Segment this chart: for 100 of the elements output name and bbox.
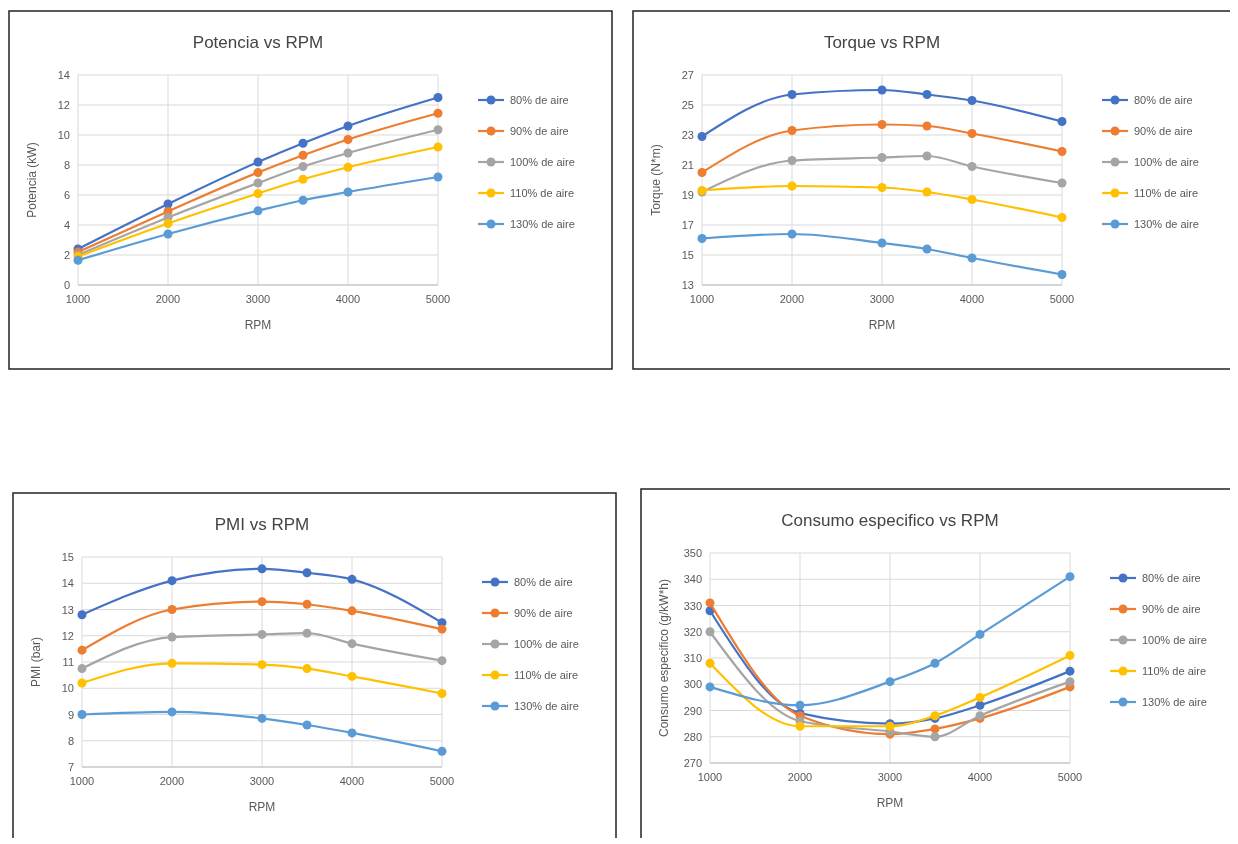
point xyxy=(877,183,887,192)
point xyxy=(967,96,977,105)
point xyxy=(433,93,443,102)
point xyxy=(930,732,940,742)
point xyxy=(1065,677,1075,687)
x-tick-label: 3000 xyxy=(245,293,271,305)
y-tick-label: 280 xyxy=(683,730,702,743)
legend-label: 80% de aire xyxy=(510,94,569,106)
point xyxy=(787,90,797,99)
y-axis-title: Consumo especifico (g/kW*h) xyxy=(657,578,671,738)
point xyxy=(298,150,308,160)
point xyxy=(922,121,932,131)
point xyxy=(343,162,353,172)
legend-label: 90% de aire xyxy=(1142,603,1201,615)
point xyxy=(343,187,353,197)
point xyxy=(253,189,263,198)
point xyxy=(347,606,357,616)
y-axis-title: Potencia (kW) xyxy=(25,142,39,218)
y-tick-label: 11 xyxy=(62,656,74,668)
point xyxy=(302,664,312,674)
point xyxy=(257,660,267,670)
point xyxy=(697,132,707,141)
y-tick-label: 15 xyxy=(681,249,694,261)
point xyxy=(885,677,895,687)
point xyxy=(167,658,177,668)
point xyxy=(298,162,308,171)
y-axis-title: Torque (N*m) xyxy=(649,144,663,216)
point xyxy=(697,234,707,243)
point xyxy=(787,126,797,135)
legend-label: 80% de aire xyxy=(1142,572,1201,584)
point xyxy=(298,174,308,184)
x-tick-label: 1000 xyxy=(69,775,95,787)
x-tick-label: 4000 xyxy=(335,293,361,305)
point xyxy=(922,244,932,254)
x-tick-label: 1000 xyxy=(697,771,723,783)
x-axis-title: RPM xyxy=(876,796,904,810)
point xyxy=(967,162,977,171)
y-tick-label: 27 xyxy=(681,69,694,81)
legend-label: 90% de aire xyxy=(1134,125,1193,137)
point xyxy=(1057,213,1067,222)
y-tick-label: 14 xyxy=(57,69,70,81)
point xyxy=(347,728,357,738)
y-tick-label: 23 xyxy=(681,129,694,141)
y-tick-label: 2 xyxy=(63,249,70,261)
y-tick-label: 4 xyxy=(63,219,70,231)
point xyxy=(433,108,443,118)
point xyxy=(167,707,177,717)
point xyxy=(347,639,357,649)
y-tick-label: 6 xyxy=(63,189,70,201)
point xyxy=(1065,666,1075,676)
point xyxy=(922,151,932,161)
point xyxy=(1057,147,1067,156)
point xyxy=(257,597,267,607)
point xyxy=(257,564,267,574)
point xyxy=(922,187,932,197)
y-tick-label: 14 xyxy=(61,577,74,590)
point xyxy=(298,195,308,205)
point xyxy=(877,120,887,129)
legend-label: 100% de aire xyxy=(1142,634,1207,646)
y-tick-label: 330 xyxy=(683,599,702,612)
point xyxy=(1057,178,1067,188)
y-tick-label: 25 xyxy=(681,99,694,111)
point xyxy=(787,229,797,239)
point xyxy=(343,121,353,131)
point xyxy=(705,658,715,668)
point xyxy=(437,656,447,666)
x-tick-label: 1000 xyxy=(65,293,91,305)
chart-title: Torque vs RPM xyxy=(823,33,941,52)
x-axis-title: RPM xyxy=(248,800,276,814)
x-tick-label: 5000 xyxy=(1057,771,1083,783)
x-tick-label: 3000 xyxy=(877,771,903,783)
point xyxy=(930,658,940,668)
point xyxy=(922,90,932,99)
point xyxy=(697,168,707,177)
point xyxy=(77,645,87,655)
x-tick-label: 1000 xyxy=(689,293,715,305)
point xyxy=(930,724,940,734)
point xyxy=(967,253,977,263)
x-axis-title: RPM xyxy=(868,318,896,332)
point xyxy=(787,156,797,165)
point xyxy=(77,710,87,719)
point xyxy=(298,138,308,148)
y-axis-title: PMI (bar) xyxy=(29,636,43,688)
point xyxy=(705,682,715,692)
point xyxy=(433,125,443,135)
chart-title: PMI vs RPM xyxy=(214,515,310,534)
point xyxy=(167,632,177,642)
point xyxy=(975,629,985,639)
x-axis-title: RPM xyxy=(244,318,272,332)
legend-label: 130% de aire xyxy=(514,700,579,712)
y-tick-label: 0 xyxy=(63,279,70,291)
x-tick-label: 4000 xyxy=(339,775,365,787)
legend-label: 100% de aire xyxy=(510,156,575,168)
point xyxy=(975,692,985,702)
legend-label: 90% de aire xyxy=(514,607,573,619)
point xyxy=(167,605,177,614)
chart-title: Potencia vs RPM xyxy=(192,33,324,52)
y-tick-label: 17 xyxy=(681,219,694,231)
point xyxy=(705,627,715,637)
point xyxy=(163,219,173,228)
